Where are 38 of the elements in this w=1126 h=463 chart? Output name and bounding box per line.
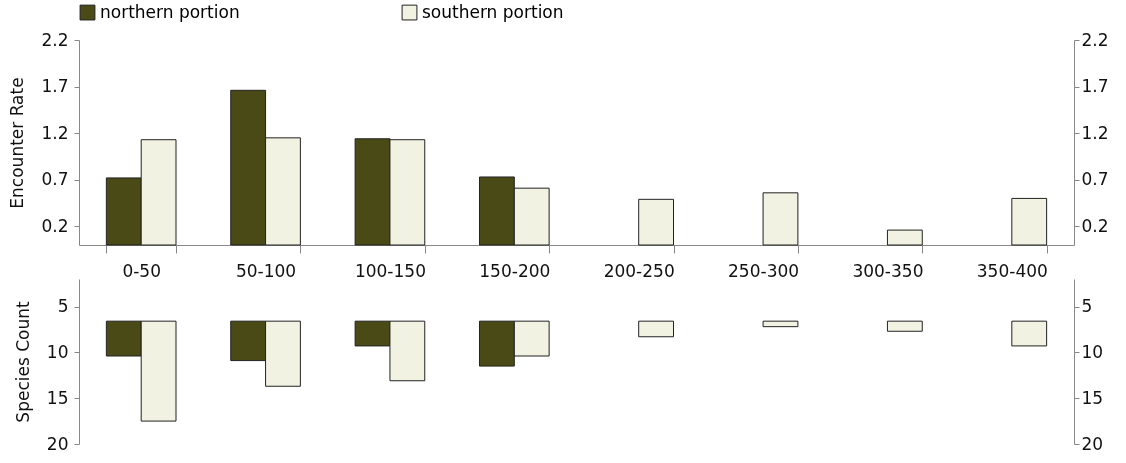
bar: [638, 198, 675, 246]
bar: [1011, 197, 1048, 246]
y-tick-label: 1.7: [41, 76, 69, 97]
y-tick-label: 1.2: [41, 122, 69, 143]
x-tick-label: 50-100: [235, 260, 297, 281]
y-tick-label: 5: [57, 296, 69, 316]
y-tick-label: 20: [46, 433, 69, 454]
y2-tick-label: 0.2: [1081, 215, 1109, 236]
y-tick-label: 10: [46, 341, 69, 362]
bar: [886, 229, 923, 246]
y2-tick-label: 10: [1081, 341, 1104, 362]
y-tick-label: 2.2: [41, 29, 69, 50]
y2-tick-label: 1.2: [1081, 122, 1109, 143]
y2-tick-label: 2.2: [1081, 29, 1109, 50]
x-tick-label: 300-350: [852, 260, 924, 281]
bar: [638, 320, 675, 338]
x-tick-label: 200-250: [603, 260, 675, 281]
x-tick-label: 0-50: [122, 260, 161, 281]
y2-tick-label: 15: [1081, 387, 1104, 408]
y-tick-label: 0.7: [41, 169, 69, 190]
y-axis-title: Species Count: [12, 301, 33, 423]
y-tick-label: 15: [46, 387, 69, 408]
x-tick-label: 350-400: [976, 260, 1048, 281]
legend-label: northern portion: [100, 1, 240, 22]
x-tick-label: 150-200: [479, 260, 551, 281]
y-axis-title: Encounter Rate: [7, 77, 28, 209]
x-tick-label: 100-150: [354, 260, 426, 281]
y2-tick-label: 0.7: [1081, 169, 1109, 190]
y2-tick-label: 1.7: [1081, 76, 1109, 97]
bar: [886, 320, 923, 332]
y-tick-label: 0.2: [41, 215, 69, 236]
y2-tick-label: 5: [1081, 296, 1093, 316]
legend-label: southern portion: [422, 1, 564, 22]
bar: [1011, 320, 1048, 347]
bar: [762, 192, 799, 246]
bar: [762, 320, 799, 328]
x-tick-label: 250-300: [728, 260, 800, 281]
y2-tick-label: 20: [1081, 433, 1104, 454]
